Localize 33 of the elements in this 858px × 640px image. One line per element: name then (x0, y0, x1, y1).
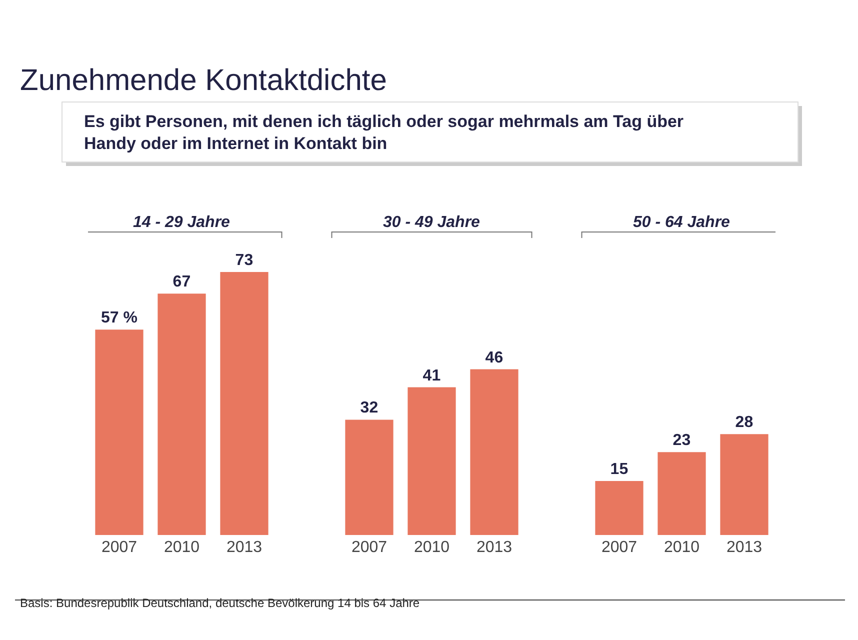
x-tick-label: 2010 (664, 539, 700, 556)
chart-subtitle: Es gibt Personen, mit denen ich täglich oder sogar mehrmals am Tag über Handy oder im Internet in Kontakt bin (84, 112, 684, 154)
data-label: 15 (610, 460, 628, 478)
chart-title: Zunehmende Kontaktdichte (20, 64, 387, 97)
text: 50 - 64 Jahre (633, 214, 730, 231)
bar (658, 452, 706, 535)
x-tick-label: 2013 (726, 539, 762, 556)
text: 14 - 29 Jahre (133, 214, 230, 231)
text: 30 - 49 Jahre (383, 214, 480, 231)
text: Basis: Bundesrepublik Deutschland, deutsche Bevölkerung 14 bis 64 Jahre (20, 596, 420, 610)
bar (408, 387, 456, 535)
x-tick-label: 2010 (164, 539, 200, 556)
bar (720, 434, 768, 535)
x-tick-label: 2007 (101, 539, 138, 556)
data-label: 28 (735, 414, 754, 432)
data-label: 46 (485, 349, 504, 366)
data-label: 41 (422, 367, 441, 384)
data-label: 73 (235, 252, 254, 269)
data-label: 23 (672, 432, 691, 450)
x-tick-label: 2010 (414, 539, 450, 556)
bar (95, 330, 144, 535)
bar (158, 294, 206, 535)
x-tick-label: 2013 (476, 539, 512, 556)
data-label: 32 (360, 400, 378, 417)
x-tick-label: 2007 (601, 539, 638, 556)
data-label: 57 % (101, 310, 138, 327)
bar (220, 272, 268, 535)
x-tick-label: 2013 (226, 539, 262, 556)
bar (470, 369, 518, 535)
data-label: 67 (172, 274, 191, 291)
bar (595, 480, 644, 535)
x-tick-label: 2007 (351, 539, 388, 556)
bar (345, 420, 394, 535)
